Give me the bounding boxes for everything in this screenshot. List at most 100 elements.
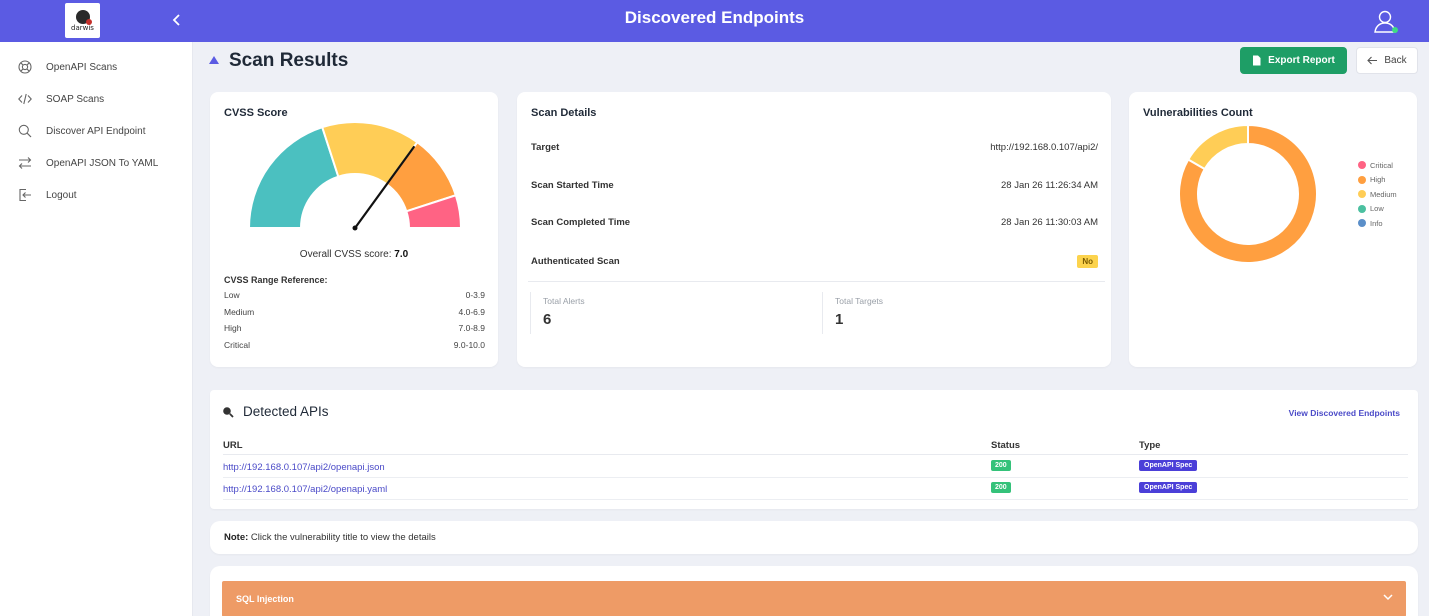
sidebar-collapse-button[interactable] [168, 10, 186, 30]
detail-value: 28 Jan 26 11:26:34 AM [1000, 180, 1098, 191]
authenticated-status-badge: No [1077, 255, 1098, 268]
type-badge: OpenAPI Spec [1139, 460, 1198, 471]
table-row: http://192.168.0.107/api2/openapi.json 2… [223, 456, 1408, 478]
detail-row-completed: Scan Completed Time 28 Jan 26 11:30:03 A… [531, 217, 1098, 228]
sidebar-item-label: SOAP Scans [46, 93, 105, 105]
range-label: High [224, 323, 242, 333]
donut-slice-high[interactable] [1179, 125, 1317, 263]
api-url-link[interactable]: http://192.168.0.107/api2/openapi.json [223, 462, 385, 473]
gauge-needle [353, 145, 415, 230]
range-value: 7.0-8.9 [458, 323, 485, 333]
page-heading: Scan Results [209, 48, 348, 74]
overall-cvss-label: Overall CVSS score: [299, 249, 395, 260]
sidebar-item-openapi-scans[interactable]: OpenAPI Scans [0, 54, 193, 80]
scan-details-card: Scan Details Target http://192.168.0.107… [517, 92, 1111, 367]
arrow-left-icon [1367, 56, 1378, 65]
user-menu-button[interactable] [1372, 8, 1400, 36]
gauge-segment-low [247, 125, 340, 229]
table-header: URL Status Type [223, 440, 1408, 455]
back-label: Back [1384, 55, 1407, 66]
back-button[interactable]: Back [1356, 47, 1418, 74]
detail-row-started: Scan Started Time 28 Jan 26 11:26:34 AM [531, 180, 1098, 191]
note-label: Note: [224, 532, 249, 543]
detected-apis-header: Detected APIs [222, 404, 329, 419]
stat-label: Total Targets [835, 296, 884, 306]
note-text: Note: Click the vulnerability title to v… [224, 532, 436, 543]
sidebar-item-openapi-json-to-yaml[interactable]: OpenAPI JSON To YAML [0, 150, 193, 176]
cvss-range-row: Critical 9.0-10.0 [224, 340, 485, 350]
overall-cvss-score: Overall CVSS score: 7.0 [210, 249, 498, 260]
legend-label: Medium [1370, 189, 1397, 199]
chevron-down-icon [1383, 594, 1393, 601]
legend-label: High [1370, 175, 1386, 185]
api-url-link[interactable]: http://192.168.0.107/api2/openapi.yaml [223, 484, 388, 495]
legend-dot [1358, 219, 1366, 228]
cvss-range-title: CVSS Range Reference: [224, 275, 328, 285]
donut-slice-medium[interactable] [1186, 125, 1249, 171]
note-card: Note: Click the vulnerability title to v… [210, 521, 1418, 554]
vulnerabilities-title: Vulnerabilities Count [1143, 107, 1253, 119]
chevron-left-icon [172, 14, 180, 26]
total-alerts-stat: Total Alerts 6 [530, 292, 800, 334]
divider [528, 281, 1105, 282]
logo-text: darwis [71, 24, 94, 32]
table-row: http://192.168.0.107/api2/openapi.yaml 2… [223, 478, 1408, 500]
legend-item-low[interactable]: Low [1358, 202, 1397, 217]
sidebar-item-label: OpenAPI JSON To YAML [46, 157, 159, 169]
cvss-gauge [247, 122, 463, 231]
range-value: 4.0-6.9 [458, 307, 485, 317]
stat-value: 1 [835, 311, 844, 328]
legend-item-info[interactable]: Info [1358, 216, 1397, 231]
export-report-label: Export Report [1268, 55, 1335, 66]
export-report-button[interactable]: Export Report [1240, 47, 1347, 74]
legend-dot [1358, 204, 1366, 213]
cvss-range-row: Medium 4.0-6.9 [224, 307, 485, 317]
stat-value: 6 [543, 311, 552, 328]
top-bar: darwis Discovered Endpoints [0, 0, 1429, 42]
app-logo[interactable]: darwis [65, 3, 100, 38]
total-targets-stat: Total Targets 1 [822, 292, 1092, 334]
file-icon [1253, 55, 1261, 66]
vulnerability-accordion-sql-injection[interactable]: SQL Injection [222, 581, 1406, 616]
legend-item-medium[interactable]: Medium [1358, 187, 1397, 202]
detail-label: Scan Started Time [531, 180, 614, 191]
detail-value: http://192.168.0.107/api2/ [990, 142, 1098, 153]
detail-value: 28 Jan 26 11:30:03 AM [1000, 217, 1098, 228]
overall-cvss-value: 7.0 [394, 249, 409, 260]
legend-dot [1358, 190, 1366, 199]
sidebar-item-label: Logout [46, 189, 77, 201]
column-header-type: Type [1139, 440, 1161, 451]
lifebuoy-icon [17, 59, 33, 75]
detail-label: Target [531, 142, 560, 153]
detail-label: Authenticated Scan [531, 256, 620, 267]
legend-item-high[interactable]: High [1358, 173, 1397, 188]
sidebar-item-logout[interactable]: Logout [0, 182, 193, 208]
type-badge: OpenAPI Spec [1139, 482, 1198, 493]
range-value: 0-3.9 [465, 290, 485, 300]
code-icon [17, 91, 33, 107]
view-discovered-endpoints-link[interactable]: View Discovered Endpoints [1288, 408, 1400, 418]
sidebar-item-discover-api-endpoint[interactable]: Discover API Endpoint [0, 118, 193, 144]
detected-apis-card: Detected APIs View Discovered Endpoints … [210, 390, 1418, 509]
detail-row-target: Target http://192.168.0.107/api2/ [531, 142, 1098, 153]
vulnerabilities-donut-chart [1179, 125, 1317, 263]
legend-item-critical[interactable]: Critical [1358, 158, 1397, 173]
detail-label: Scan Completed Time [531, 217, 631, 228]
scan-details-title: Scan Details [531, 107, 597, 119]
cvss-score-card: CVSS Score Overall CVSS score: 7.0 CVSS … [210, 92, 498, 367]
gauge-needle-hub [352, 225, 358, 231]
range-label: Critical [224, 340, 250, 350]
note-message: Click the vulnerability title to view th… [248, 532, 436, 543]
stat-label: Total Alerts [543, 296, 585, 306]
caret-up-icon [209, 56, 219, 64]
legend-dot [1358, 175, 1366, 184]
status-badge: 200 [991, 482, 1011, 493]
page-header-title: Discovered Endpoints [624, 8, 805, 27]
gauge-segment-critical [405, 193, 463, 229]
range-value: 9.0-10.0 [453, 340, 485, 350]
page-title: Scan Results [229, 50, 349, 71]
search-icon [17, 123, 33, 139]
sidebar-item-soap-scans[interactable]: SOAP Scans [0, 86, 193, 112]
sidebar-item-label: Discover API Endpoint [46, 125, 146, 137]
vulnerability-list: SQL Injection [210, 566, 1418, 616]
